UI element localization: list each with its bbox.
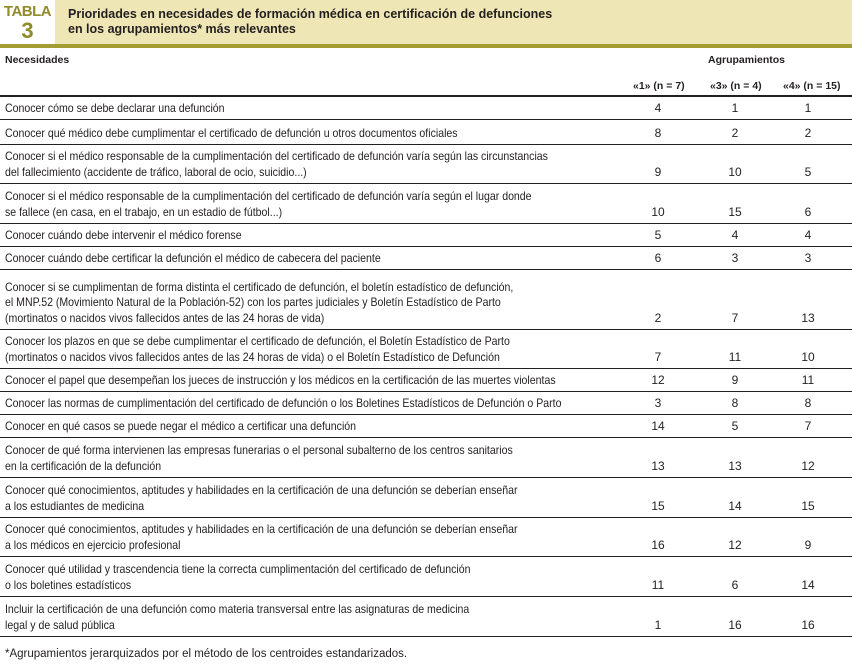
- need-text: Conocer qué utilidad y trascendencia tie…: [5, 562, 471, 592]
- table-row: Conocer el papel que desempeñan los juec…: [0, 369, 852, 392]
- rank-g3: 14: [728, 498, 742, 513]
- rank-g1: 2: [654, 310, 662, 325]
- rank-g3: 6: [731, 577, 739, 592]
- rank-g4: 7: [804, 418, 812, 433]
- need-text: Conocer qué médico debe cumplimentar el …: [5, 125, 458, 140]
- col-g1: «1» (n = 7): [633, 80, 685, 92]
- rank-g4: 8: [804, 395, 812, 410]
- rank-g3: 12: [728, 537, 742, 552]
- rank-g4: 2: [804, 125, 812, 140]
- rank-g4: 3: [804, 250, 812, 265]
- need-text: Conocer si el médico responsable de la c…: [5, 189, 532, 219]
- need-text: Conocer las normas de cumplimentación de…: [5, 395, 562, 410]
- rank-g1: 14: [651, 418, 665, 433]
- col-g4: «4» (n = 15): [783, 80, 841, 92]
- need-text: Conocer el papel que desempeñan los juec…: [5, 372, 556, 387]
- rank-g1: 12: [651, 372, 665, 387]
- table-row: Conocer si el médico responsable de la c…: [0, 145, 852, 184]
- rank-g1: 16: [651, 537, 665, 552]
- rank-g3: 10: [728, 164, 742, 179]
- col-needs: Necesidades: [5, 54, 70, 66]
- rank-g1: 3: [654, 395, 662, 410]
- need-text: Conocer qué conocimientos, aptitudes y h…: [5, 522, 518, 552]
- table-row: Conocer cuándo debe certificar la defunc…: [0, 247, 852, 270]
- need-text: Conocer de qué forma intervienen las emp…: [5, 443, 513, 473]
- need-text: Conocer cómo se debe declarar una defunc…: [5, 100, 225, 115]
- header-rule: [0, 44, 852, 48]
- tag-label: TABLA: [3, 3, 52, 20]
- rank-g1: 4: [654, 100, 662, 115]
- title-band: [55, 0, 852, 44]
- table-row: Conocer las normas de cumplimentación de…: [0, 392, 852, 415]
- rank-g3: 7: [731, 310, 739, 325]
- rank-g3: 5: [731, 418, 739, 433]
- rank-g1: 7: [654, 349, 662, 364]
- table-row: Incluir la certificación de una defunció…: [0, 597, 852, 637]
- col-g3: «3» (n = 4): [710, 80, 762, 92]
- rank-g3: 1: [731, 100, 739, 115]
- need-text: Conocer si el médico responsable de la c…: [5, 149, 548, 179]
- rank-g3: 8: [731, 395, 739, 410]
- rank-g4: 9: [804, 537, 812, 552]
- table-row: Conocer en qué casos se puede negar el m…: [0, 415, 852, 438]
- table-row: Conocer qué utilidad y trascendencia tie…: [0, 557, 852, 597]
- rank-g3: 4: [731, 227, 739, 242]
- footnote: *Agrupamientos jerarquizados por el méto…: [5, 648, 408, 660]
- rank-g4: 6: [804, 204, 812, 219]
- table-tag: TABLA 3: [0, 0, 55, 44]
- need-text: Conocer cuándo debe certificar la defunc…: [5, 250, 381, 265]
- rank-g4: 4: [804, 227, 812, 242]
- rank-g3: 9: [731, 372, 739, 387]
- title-line-1: Prioridades en necesidades de formación …: [68, 7, 553, 21]
- rank-g1: 8: [654, 125, 662, 140]
- rank-g3: 3: [731, 250, 739, 265]
- rank-g4: 1: [804, 100, 812, 115]
- rank-g4: 10: [801, 349, 815, 364]
- title-line-2: en los agrupamientos* más relevantes: [68, 22, 296, 36]
- rank-g3: 2: [731, 125, 739, 140]
- col-group: Agrupamientos: [708, 54, 786, 66]
- rank-g1: 1: [654, 617, 662, 632]
- table-header: TABLA 3 Prioridades en necesidades de fo…: [0, 0, 852, 44]
- rank-g3: 11: [728, 349, 742, 364]
- table-title: Prioridades en necesidades de formación …: [68, 7, 552, 37]
- table-row: Conocer si se cumplimentan de forma dist…: [0, 270, 852, 330]
- table-row: Conocer los plazos en que se debe cumpli…: [0, 330, 852, 369]
- rank-g1: 5: [654, 227, 662, 242]
- rank-g4: 16: [801, 617, 815, 632]
- header-divider: [0, 95, 852, 97]
- table-row: Conocer si el médico responsable de la c…: [0, 184, 852, 224]
- rank-g1: 11: [651, 577, 665, 592]
- rank-g4: 5: [804, 164, 812, 179]
- rank-g4: 13: [801, 310, 815, 325]
- rank-g1: 15: [651, 498, 665, 513]
- rank-g1: 6: [654, 250, 662, 265]
- table-row: Conocer de qué forma intervienen las emp…: [0, 438, 852, 478]
- rank-g1: 13: [651, 458, 665, 473]
- rank-g3: 16: [728, 617, 742, 632]
- rank-g4: 12: [801, 458, 815, 473]
- need-text: Conocer cuándo debe intervenir el médico…: [5, 227, 242, 242]
- rank-g3: 15: [728, 204, 742, 219]
- need-text: Conocer qué conocimientos, aptitudes y h…: [5, 483, 518, 513]
- need-text: Conocer los plazos en que se debe cumpli…: [5, 334, 510, 364]
- rank-g4: 15: [801, 498, 815, 513]
- rank-g1: 10: [651, 204, 665, 219]
- need-text: Conocer si se cumplimentan de forma dist…: [5, 279, 514, 325]
- rank-g4: 14: [801, 577, 815, 592]
- need-text: Conocer en qué casos se puede negar el m…: [5, 418, 357, 433]
- need-text: Incluir la certificación de una defunció…: [5, 602, 470, 632]
- rank-g3: 13: [728, 458, 742, 473]
- rank-g4: 11: [801, 372, 815, 387]
- table-row: Conocer cuándo debe intervenir el médico…: [0, 224, 852, 247]
- table-row: Conocer qué conocimientos, aptitudes y h…: [0, 518, 852, 557]
- table-row: Conocer qué conocimientos, aptitudes y h…: [0, 478, 852, 518]
- rank-g1: 9: [654, 164, 662, 179]
- tag-number: 3: [21, 18, 34, 43]
- table-row: Conocer cómo se debe declarar una defunc…: [0, 97, 852, 120]
- table-row: Conocer qué médico debe cumplimentar el …: [0, 120, 852, 145]
